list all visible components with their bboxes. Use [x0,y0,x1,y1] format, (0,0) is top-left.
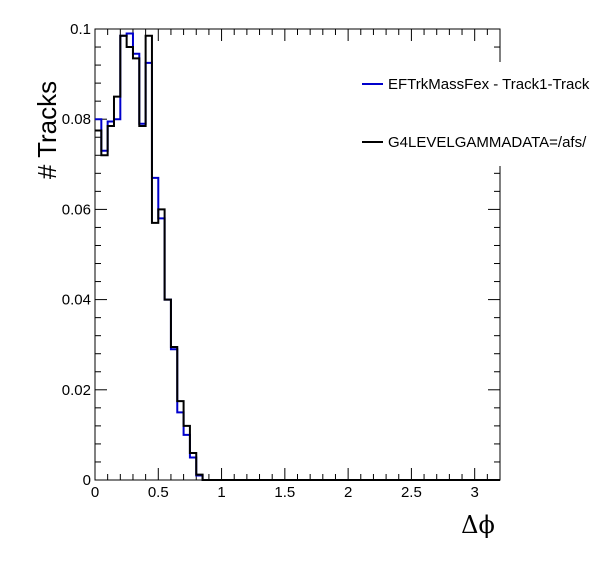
y-tick-label: 0.02 [62,382,91,399]
histogram-series-2 [95,34,500,481]
axis-ticks [94,28,501,481]
axis-tick-labels: 0 0.5 1 1.5 2 2.5 3 0 0.02 0.04 0.06 0.08 0.1 [62,21,479,501]
x-tick-label: 1 [217,484,225,501]
y-tick-label: 0.08 [62,111,91,128]
x-axis-title: Δϕ [461,511,495,539]
x-tick-label: 0 [91,484,99,501]
legend-box [355,62,596,166]
y-tick-label: 0.1 [70,21,91,38]
series-layer [95,32,500,481]
y-tick-label: 0 [83,472,91,489]
x-tick-label: 2.5 [401,484,422,501]
x-tick-label: 0.5 [148,484,169,501]
y-axis-title: # Tracks [32,81,62,179]
y-tick-label: 0.04 [62,292,91,309]
x-tick-label: 3 [471,484,479,501]
x-tick-label: 1.5 [274,484,295,501]
x-tick-label: 2 [344,484,352,501]
legend: EFTrkMassFex - Track1-Track G4LEVELGAMMA… [355,62,596,166]
legend-label-series-1: EFTrkMassFex - Track1-Track [388,76,590,93]
y-tick-label: 0.06 [62,201,91,218]
legend-label-series-2: G4LEVELGAMMADATA=/afs/ [388,134,587,151]
